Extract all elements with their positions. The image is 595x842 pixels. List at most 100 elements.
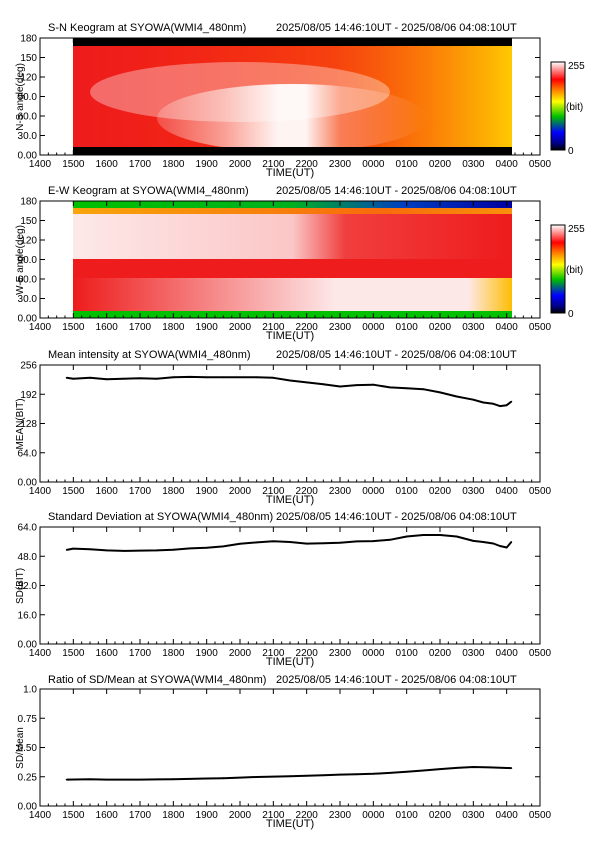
sd-data-point [139, 549, 141, 552]
ratio-data-point [155, 778, 158, 781]
x-tick-label: 2100 [262, 648, 285, 659]
ratio-data-point [272, 775, 275, 778]
x-tick-label: 2300 [329, 159, 352, 170]
x-tick-label: 1500 [62, 648, 85, 659]
x-tick-label: 1500 [62, 486, 85, 497]
sn-colorbar-min: 0 [568, 146, 574, 157]
sd-data-point [492, 542, 495, 545]
x-tick-label: 1500 [62, 159, 85, 170]
mean-data-point [472, 398, 475, 401]
x-tick-label: 0300 [462, 810, 485, 821]
x-tick-label: 2200 [296, 810, 319, 821]
mean-data-point [482, 401, 485, 404]
ew-keogram-time-range: 2025/08/05 14:46:10UT - 2025/08/06 04:08… [276, 185, 517, 197]
mean-data-point [72, 377, 75, 380]
mean-title: Mean intensity at SYOWA(WMI4_480nm) [48, 349, 251, 361]
y-tick-label: 0.00 [18, 151, 38, 162]
x-tick-label: 0300 [462, 322, 485, 333]
x-tick-label: 0200 [429, 810, 452, 821]
y-tick-label: 150 [20, 216, 37, 227]
mean-data-point [492, 402, 495, 405]
x-tick-label: 0500 [529, 159, 552, 170]
mean-data-point [139, 377, 141, 380]
y-tick-label: 90.0 [18, 255, 38, 266]
sd-data-point [339, 541, 341, 544]
ratio-data-point [89, 778, 91, 781]
mean-data-point [172, 376, 175, 379]
y-tick-label: 120 [20, 236, 37, 247]
mean-data-point [222, 376, 225, 379]
y-tick-label: 0.75 [18, 714, 38, 725]
sn-colorbar-unit: (bit) [566, 102, 583, 113]
x-tick-label: 2000 [229, 810, 252, 821]
x-tick-label: 1700 [129, 648, 152, 659]
sd-ylabel: SD(BIT) [15, 568, 26, 604]
ratio-yticks: 0.00 0.25 0.50 0.75 1.0 [18, 685, 540, 813]
x-tick-label: 2000 [229, 322, 252, 333]
sd-data-point [255, 541, 258, 544]
sd-data-point [89, 548, 91, 551]
mean-data-point [122, 377, 125, 380]
x-tick-label: 2200 [296, 486, 319, 497]
mean-data-point [65, 376, 68, 379]
ratio-data-point [139, 778, 141, 781]
sd-series [65, 534, 513, 552]
sd-yticks: 0.00 16.0 32.0 48.0 64.0 [18, 523, 540, 651]
ew-keogram-image [73, 201, 512, 318]
x-tick-label: 0000 [362, 486, 385, 497]
x-tick-label: 1600 [96, 810, 119, 821]
y-tick-label: 1.0 [23, 685, 37, 696]
ew-keogram-yticks: 0.00 30.0 60.0 90.0 120 150 180 [18, 197, 540, 325]
y-tick-label: 0.00 [18, 478, 38, 489]
y-tick-label: 192 [20, 390, 37, 401]
y-tick-label: 256 [20, 361, 37, 372]
ratio-xticks: 1400 1500 1600 1700 1800 1900 2000 2100 2200 2300… [29, 689, 552, 821]
x-tick-label: 0400 [496, 159, 519, 170]
ew-colorbar-min: 0 [568, 309, 574, 320]
y-tick-label: 120 [20, 73, 37, 84]
x-tick-label: 1900 [196, 648, 219, 659]
ratio-data-point [405, 770, 408, 773]
mean-data-point [499, 405, 501, 407]
mean-ylabel: MEAN(BIT) [15, 398, 26, 449]
mean-series [65, 375, 513, 408]
sd-data-point [272, 540, 275, 543]
mean-data-point [155, 377, 158, 380]
x-tick-label: 2300 [329, 648, 352, 659]
x-tick-label: 1700 [129, 486, 152, 497]
sd-data-point [499, 545, 501, 547]
sd-data-point [322, 542, 325, 545]
mean-xticks: 1400 1500 1600 1700 1800 1900 2000 2100 2200 2300… [29, 365, 552, 497]
mean-frame [39, 364, 541, 483]
mean-data-point [105, 378, 108, 381]
x-tick-label: 2200 [296, 159, 319, 170]
x-tick-label: 0300 [462, 486, 485, 497]
y-tick-label: 0.00 [18, 640, 38, 651]
x-tick-label: 0500 [529, 648, 552, 659]
ew-colorbar-unit: (bit) [566, 265, 583, 276]
ratio-data-point [322, 774, 325, 777]
ratio-data-point [355, 773, 358, 776]
sd-data-point [155, 549, 158, 552]
x-tick-label: 1600 [96, 648, 119, 659]
y-tick-label: 60.0 [18, 112, 38, 123]
y-tick-label: 0.00 [18, 802, 38, 813]
x-tick-label: 2300 [329, 322, 352, 333]
mean-yticks: 0.00 64.0 128 192 256 [18, 361, 540, 489]
x-tick-label: 2300 [329, 810, 352, 821]
x-tick-label: 1700 [129, 810, 152, 821]
x-tick-label: 1500 [62, 810, 85, 821]
ratio-data-point [510, 767, 513, 769]
y-tick-label: 64.0 [18, 448, 38, 459]
sd-data-point [189, 547, 191, 550]
x-tick-label: 1400 [29, 648, 52, 659]
mean-data-point [355, 384, 358, 386]
ratio-data-point [222, 777, 225, 780]
sd-data-point [482, 541, 485, 543]
x-tick-label: 0200 [429, 486, 452, 497]
sn-colorbar-max: 255 [568, 61, 585, 72]
ratio-data-point [105, 778, 108, 781]
x-tick-label: 1600 [96, 322, 119, 333]
y-tick-label: 30.0 [18, 294, 38, 305]
sn-keogram-ylabel: N-S angle(deg) [15, 63, 26, 131]
